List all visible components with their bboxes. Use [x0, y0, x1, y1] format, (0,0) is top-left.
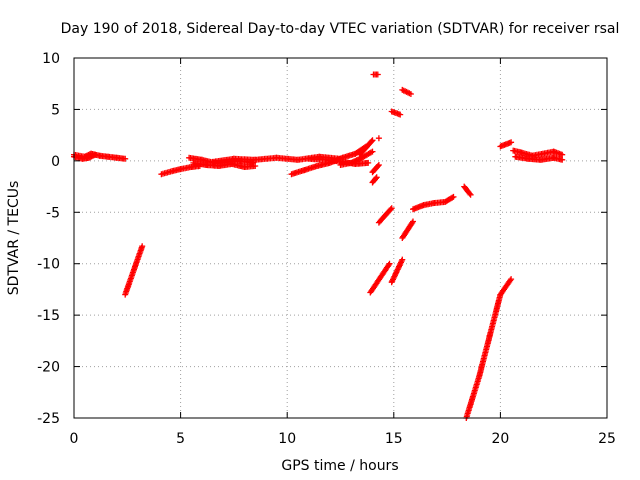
data-series-s21	[399, 218, 416, 241]
data-series-s20	[399, 86, 414, 97]
y-tick-label: -5	[46, 205, 60, 221]
data-point	[450, 193, 457, 200]
data-point	[365, 159, 372, 166]
data-series-s13	[369, 162, 382, 176]
x-tick-label: 10	[278, 431, 296, 447]
data-point	[369, 148, 376, 155]
data-point	[407, 91, 414, 97]
data-point	[388, 205, 395, 212]
data-point	[508, 276, 515, 283]
x-tick-label: 20	[491, 431, 509, 447]
data-series-s27	[512, 153, 566, 163]
data-series-s22	[410, 193, 457, 213]
data-point	[399, 256, 406, 263]
data-point	[374, 71, 381, 78]
data-point	[559, 156, 566, 163]
data-point	[410, 218, 416, 225]
data-series-s02	[71, 151, 99, 162]
y-tick-label: -10	[37, 257, 60, 273]
data-point	[373, 174, 380, 181]
data-series-s17	[367, 260, 393, 296]
y-tick-label: 10	[42, 51, 60, 67]
y-tick-label: -25	[37, 411, 60, 427]
data-point	[375, 162, 382, 168]
data-point	[387, 206, 394, 213]
data-point	[507, 277, 514, 284]
data-point	[375, 163, 381, 169]
y-axis-label: SDTVAR / TECUs	[6, 181, 22, 296]
data-series-s26	[510, 147, 566, 159]
data-point	[397, 111, 404, 118]
data-point	[508, 139, 515, 146]
axis-ticks: 0 5 10 15 20 25 -25 -20 -15 -10 -5 0 5 10	[37, 51, 616, 447]
data-series-s14	[369, 174, 380, 186]
data-series-s19	[388, 256, 406, 286]
data-point	[368, 138, 375, 145]
data-series-s16	[375, 205, 395, 226]
x-tick-label: 15	[385, 431, 403, 447]
data-point	[349, 159, 356, 166]
data-point	[375, 135, 382, 142]
data-series-s25	[497, 139, 515, 150]
data-series-s11	[356, 137, 376, 158]
data-point	[122, 155, 129, 162]
y-tick-label: 0	[51, 154, 60, 170]
grid-lines	[74, 58, 607, 418]
x-axis-label: GPS time / hours	[281, 458, 398, 474]
data-point	[369, 137, 376, 144]
data-point	[92, 151, 99, 158]
data-point	[252, 163, 259, 169]
plot-frame	[73, 57, 608, 419]
data-point	[385, 262, 392, 268]
data-series-s24	[463, 276, 515, 421]
data-point	[467, 191, 474, 198]
data-series-s23	[461, 183, 474, 198]
y-tick-label: -15	[37, 308, 60, 324]
chart-title: Day 190 of 2018, Sidereal Day-to-day VTE…	[61, 21, 620, 37]
data-point	[386, 260, 393, 267]
x-tick-label: 0	[70, 431, 79, 447]
data-series-s03	[122, 243, 146, 298]
data-series-s10	[337, 148, 376, 168]
data-point	[409, 219, 416, 226]
data-point	[466, 190, 473, 197]
y-tick-label: -20	[37, 360, 60, 376]
data-point	[139, 243, 146, 250]
x-tick-label: 5	[176, 431, 185, 447]
y-tick-label: 5	[51, 102, 60, 118]
x-tick-label: 25	[598, 431, 616, 447]
data-point	[372, 175, 379, 182]
data-series-s12	[370, 71, 381, 78]
data-point	[449, 194, 456, 201]
data-series-s15	[375, 135, 382, 142]
data-series-s18	[388, 108, 404, 118]
data-points	[71, 71, 566, 421]
data-point	[559, 151, 566, 158]
